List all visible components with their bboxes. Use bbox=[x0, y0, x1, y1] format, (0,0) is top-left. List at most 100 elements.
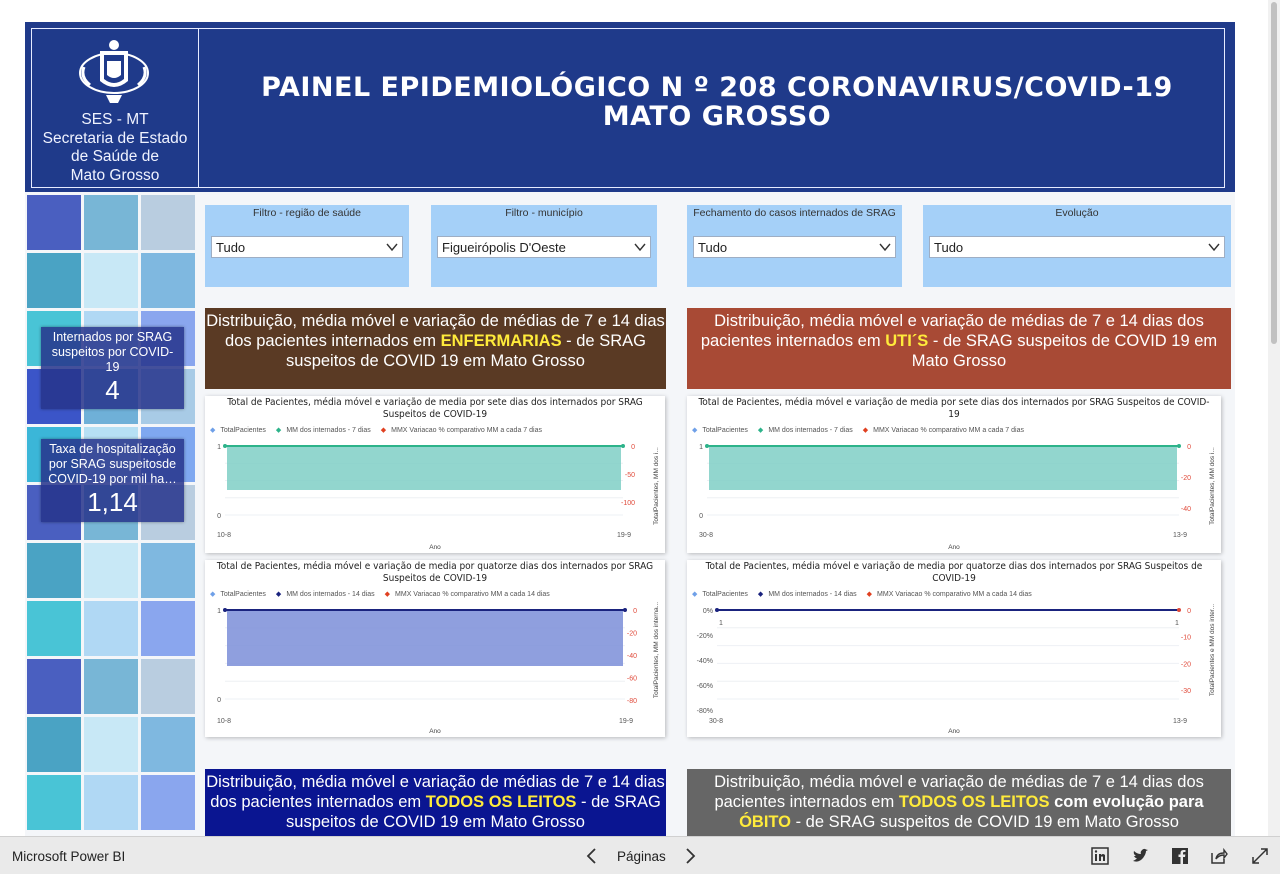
section-highlight: ÓBITO bbox=[739, 813, 792, 831]
series-point[interactable] bbox=[623, 608, 627, 612]
series-point[interactable] bbox=[1177, 444, 1181, 448]
pages-label[interactable]: Páginas bbox=[617, 849, 666, 864]
y-right-axis-title: TotalPacientes, MM dos i... bbox=[653, 447, 660, 525]
x-tick-label: 19-9 bbox=[617, 532, 631, 539]
series-area-totalpacientes[interactable] bbox=[227, 610, 623, 666]
legend-item[interactable]: ◆ MMX Variacao % comparativo MM a cada 14… bbox=[866, 591, 1032, 598]
series-point[interactable] bbox=[621, 444, 625, 448]
kpi-card-internados[interactable]: Internados por SRAG suspeitos por COVID-… bbox=[41, 327, 184, 409]
legend-item[interactable]: ◆ MMX Variacao % comparativo MM a cada 7 … bbox=[380, 427, 542, 434]
legend-item[interactable]: ◆ MMX Variacao % comparativo MM a cada 14… bbox=[384, 591, 550, 598]
series-point[interactable] bbox=[705, 444, 709, 448]
legend-item[interactable]: ◆ MM dos internados - 14 dias bbox=[757, 591, 857, 598]
chart-title: Total de Pacientes, média móvel e variaç… bbox=[227, 397, 643, 420]
y-tick-label: 1 bbox=[699, 444, 703, 451]
y-tick-label: 0 bbox=[699, 513, 703, 520]
mosaic-tile bbox=[141, 659, 195, 714]
facebook-icon[interactable] bbox=[1171, 847, 1189, 865]
legend-item[interactable]: ◆ TotalPacientes bbox=[692, 427, 748, 434]
legend-item[interactable]: ◆ MMX Variacao % comparativo MM a cada 7 … bbox=[862, 427, 1024, 434]
vertical-scrollbar[interactable] bbox=[1268, 0, 1280, 836]
mosaic-tile bbox=[141, 717, 195, 772]
y-tick-label: 0% bbox=[703, 608, 713, 615]
filter-fechamento-dropdown[interactable]: Tudo bbox=[693, 236, 896, 258]
chart-enfermarias-14d[interactable]: 1 0 0 -20 -40 -60 -80 TotalPacientes, MM dos in… bbox=[205, 560, 665, 737]
mosaic-tile bbox=[84, 775, 138, 830]
legend-label: MM dos internados - 14 dias bbox=[768, 591, 857, 598]
share-icon[interactable] bbox=[1210, 847, 1228, 865]
series-area-totalpacientes[interactable] bbox=[709, 446, 1177, 490]
kpi-card-taxa[interactable]: Taxa de hospitalização por SRAG suspeito… bbox=[41, 439, 184, 522]
legend-label: TotalPacientes bbox=[220, 427, 266, 434]
series-area-totalpacientes[interactable] bbox=[227, 446, 621, 490]
mosaic-tile bbox=[84, 543, 138, 598]
fullscreen-icon[interactable] bbox=[1251, 847, 1269, 865]
y-tick-label: 1 bbox=[217, 608, 221, 615]
y-tick-label: -80% bbox=[697, 708, 713, 715]
y-right-tick-label: 0 bbox=[1187, 444, 1191, 451]
mosaic-tile bbox=[141, 775, 195, 830]
y-tick-label: 0 bbox=[217, 513, 221, 520]
legend-item[interactable]: ◆ TotalPacientes bbox=[210, 427, 266, 434]
chart-utis-7d[interactable]: 1 0 0 -20 -40 TotalPacientes, MM dos i... 30-8… bbox=[687, 396, 1221, 553]
section-highlight: UTI´S bbox=[885, 332, 929, 350]
mosaic-tile bbox=[27, 195, 81, 250]
legend-label: TotalPacientes bbox=[220, 591, 266, 598]
filter-fechamento: Fechamento do casos internados de SRAG T… bbox=[687, 205, 902, 287]
logo-line: SES - MT bbox=[81, 111, 149, 128]
mosaic-tile bbox=[27, 601, 81, 656]
filter-evolucao-dropdown[interactable]: Tudo bbox=[929, 236, 1225, 258]
legend-item[interactable]: ◆ MM dos internados - 7 dias bbox=[275, 427, 371, 434]
section-text: Distribuição, média móvel e variação de … bbox=[714, 773, 1204, 811]
filter-regiao-dropdown[interactable]: Tudo bbox=[211, 236, 403, 258]
x-tick-label: 10-8 bbox=[217, 532, 231, 539]
chart-legend: ◆ TotalPacientes ◆ MM dos internados - 14 d… bbox=[692, 590, 1042, 598]
chart-utis-14d[interactable]: 0% -20% -40% -60% -80% 0 -10 -20 -30 TotalPacient… bbox=[687, 560, 1221, 737]
page-title: PAINEL EPIDEMIOLÓGICO N º 208 CORONAVIRU… bbox=[261, 72, 1173, 132]
linkedin-icon[interactable] bbox=[1091, 847, 1109, 865]
mosaic-tile bbox=[27, 775, 81, 830]
filter-evolucao: Evolução Tudo bbox=[923, 205, 1231, 287]
section-text: - de SRAG suspeitos de COVID 19 em Mato … bbox=[286, 332, 646, 370]
series-point[interactable] bbox=[223, 608, 227, 612]
next-page-icon[interactable] bbox=[681, 847, 699, 865]
mosaic-tile bbox=[27, 543, 81, 598]
chart-legend: ◆ TotalPacientes ◆ MM dos internados - 7 di… bbox=[210, 426, 552, 434]
legend-item[interactable]: ◆ MM dos internados - 7 dias bbox=[757, 427, 853, 434]
mosaic-tile bbox=[84, 601, 138, 656]
series-point[interactable] bbox=[715, 608, 719, 612]
chart-title: Total de Pacientes, média móvel e variaç… bbox=[216, 561, 654, 584]
y-right-tick-label: -40 bbox=[1181, 506, 1191, 513]
y-right-tick-label: 0 bbox=[631, 444, 635, 451]
header-frame: SES - MT Secretaria de Estado de Saúde d… bbox=[31, 28, 1225, 188]
chart-plot: 1 0 0 -20 -40 -60 -80 TotalPacientes, MM dos in… bbox=[217, 602, 660, 735]
legend-item[interactable]: ◆ MM dos internados - 14 dias bbox=[275, 591, 375, 598]
y-right-tick-label: -20 bbox=[627, 631, 637, 638]
scrollbar-thumb[interactable] bbox=[1271, 2, 1277, 344]
y-tick-label: -40% bbox=[697, 658, 713, 665]
twitter-icon[interactable] bbox=[1131, 847, 1149, 865]
series-point[interactable] bbox=[223, 444, 227, 448]
previous-page-icon[interactable] bbox=[583, 847, 601, 865]
mosaic-tile bbox=[27, 253, 81, 308]
section-highlight: ENFERMARIAS bbox=[440, 332, 562, 350]
filter-municipio: Filtro - município Figueirópolis D'Oeste bbox=[431, 205, 657, 287]
chart-plot: 1 0 0 -20 -40 TotalPacientes, MM dos i... 30-8… bbox=[699, 444, 1216, 551]
section-text: Distribuição, média móvel e variação de … bbox=[700, 312, 1204, 350]
x-axis-title: Ano bbox=[948, 544, 960, 551]
x-tick-label: 30-8 bbox=[709, 718, 723, 725]
y-tick-label: -20% bbox=[697, 633, 713, 640]
mosaic-tile bbox=[27, 659, 81, 714]
legend-item[interactable]: ◆ TotalPacientes bbox=[210, 591, 266, 598]
series-point[interactable] bbox=[1177, 608, 1181, 612]
mosaic-tile bbox=[84, 659, 138, 714]
chart-enfermarias-7d[interactable]: 1 0 0 -50 -100 TotalPacientes, MM dos i... 10-… bbox=[205, 396, 665, 553]
x-tick-label: 13-9 bbox=[1173, 718, 1187, 725]
legend-label: TotalPacientes bbox=[702, 427, 748, 434]
mosaic-tile bbox=[84, 717, 138, 772]
legend-item[interactable]: ◆ TotalPacientes bbox=[692, 591, 748, 598]
logo-box: SES - MT Secretaria de Estado de Saúde d… bbox=[32, 29, 199, 187]
filter-title: Filtro - município bbox=[505, 207, 583, 219]
filter-municipio-dropdown[interactable]: Figueirópolis D'Oeste bbox=[437, 236, 651, 258]
logo-line: de Saúde de bbox=[71, 148, 159, 165]
